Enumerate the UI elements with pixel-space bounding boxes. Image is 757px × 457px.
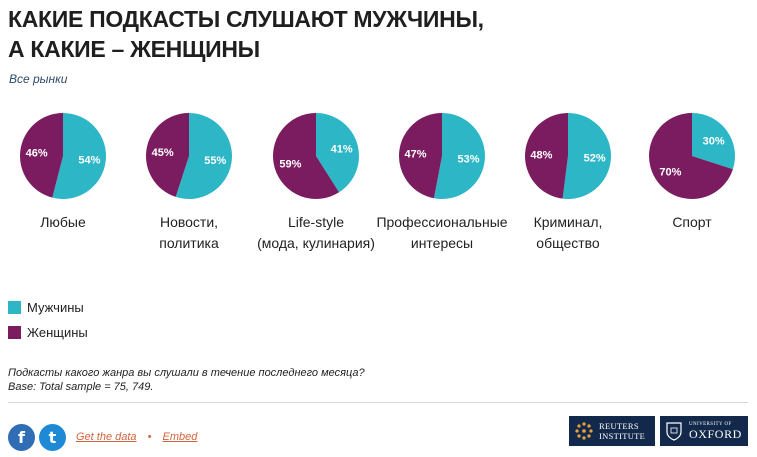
pie-category-label-line: Профессиональные xyxy=(376,214,508,230)
facebook-icon[interactable]: f xyxy=(8,424,35,451)
get-the-data-link[interactable]: Get the data xyxy=(76,431,137,443)
legend-item-women: Женщины xyxy=(8,320,88,345)
pie-value-label-women: 59% xyxy=(279,158,301,170)
pie-category-label: Life-style (мода, кулинария) xyxy=(246,212,386,254)
pie-value-label-women: 45% xyxy=(152,147,174,159)
reuters-institute-logo[interactable]: REUTERS INSTITUTE xyxy=(569,416,655,446)
pie-slice-men xyxy=(175,113,232,199)
oxford-logo-line1: UNIVERSITY OF xyxy=(689,422,732,427)
pie-category-label-line: интересы xyxy=(410,235,474,251)
pie-value-label-men: 41% xyxy=(331,144,353,156)
footer-divider xyxy=(8,402,748,403)
pie-slice-men xyxy=(316,113,360,193)
oxford-logo-line2: OXFORD xyxy=(689,427,742,441)
pie-slice-men xyxy=(52,113,107,199)
pie-category-label-line: Криминал, xyxy=(533,214,603,230)
social-buttons: f t xyxy=(8,424,66,451)
twitter-icon[interactable]: t xyxy=(39,424,66,451)
oxford-logo-text: UNIVERSITY OF OXFORD xyxy=(689,422,742,440)
chart-subtitle: Все рынки xyxy=(9,72,68,86)
pie-value-label-men: 54% xyxy=(78,154,100,166)
pie-value-label-men: 52% xyxy=(584,153,606,165)
pie-slice-women xyxy=(525,113,568,199)
pie-slice-women xyxy=(145,112,189,197)
pie-6: 30% 70% xyxy=(649,113,736,199)
pie-slice-women xyxy=(20,113,63,198)
legend-label-women: Женщины xyxy=(27,325,88,340)
pie-value-label-women: 70% xyxy=(659,167,681,179)
pie-3: 41% 59% xyxy=(273,113,360,199)
pie-slice-men xyxy=(692,113,736,170)
embed-link[interactable]: Embed xyxy=(162,431,198,443)
pie-slice-women xyxy=(649,113,733,199)
legend-swatch-men xyxy=(8,301,21,314)
title-line-1: КАКИЕ ПОДКАСТЫ СЛУШАЮТ МУЖЧИНЫ, xyxy=(8,6,484,32)
survey-question: Подкасты какого жанра вы слушали в течен… xyxy=(8,367,365,379)
pie-category-label-line: Новости, xyxy=(159,214,219,230)
pie-category-label-line: Любые xyxy=(40,214,86,230)
pie-category-label: Новости, политика xyxy=(119,212,259,254)
pie-slice-women xyxy=(273,113,340,199)
pie-1: 54% 46% xyxy=(20,113,107,199)
title-line-2: А КАКИЕ – ЖЕНЩИНЫ xyxy=(8,36,260,62)
footnote: Подкасты какого жанра вы слушали в течен… xyxy=(8,366,365,394)
pie-value-label-men: 53% xyxy=(457,154,479,166)
pie-value-label-men: 55% xyxy=(204,155,226,167)
pie-value-label-women: 46% xyxy=(26,148,48,160)
pie-category-label-line: (мода, кулинария) xyxy=(257,235,375,251)
pie-category-label-line: Life-style xyxy=(287,214,345,230)
pie-category-label-line: общество xyxy=(536,235,600,251)
pie-value-label-men: 30% xyxy=(703,135,725,147)
pie-5: 52% 48% xyxy=(525,113,612,199)
oxford-crest-icon xyxy=(666,422,682,441)
pie-category-label: Любые xyxy=(0,212,133,233)
pie-4: 53% 47% xyxy=(398,113,485,199)
legend-swatch-women xyxy=(8,326,21,339)
pie-value-label-women: 48% xyxy=(530,149,552,161)
link-separator: • xyxy=(147,431,152,443)
legend-item-men: Мужчины xyxy=(8,295,88,320)
footer-links: Get the data • Embed xyxy=(76,431,197,443)
pie-category-label: Спорт xyxy=(622,212,757,233)
chart-title: КАКИЕ ПОДКАСТЫ СЛУШАЮТ МУЖЧИНЫ, А КАКИЕ … xyxy=(8,4,748,64)
pie-2: 55% 45% xyxy=(145,112,232,199)
pie-charts-svg: 54% 46% 55% 45% 41% 59% 53% 47% 52% 48% 30% 70% xyxy=(20,112,736,199)
pie-slice-men xyxy=(433,113,485,199)
pie-category-label: Криминал, общество xyxy=(498,212,638,254)
oxford-logo[interactable]: UNIVERSITY OF OXFORD xyxy=(660,416,748,446)
reuters-logo-line1: REUTERS xyxy=(599,421,639,431)
legend: Мужчины Женщины xyxy=(8,295,88,345)
pie-category-label: Профессиональные интересы xyxy=(372,212,512,254)
reuters-logo-text: REUTERS INSTITUTE xyxy=(599,421,645,441)
pie-slice-women xyxy=(398,113,442,199)
reuters-logo-line2: INSTITUTE xyxy=(599,431,646,441)
pie-category-label-line: политика xyxy=(159,235,219,251)
pie-category-label-line: Спорт xyxy=(672,214,712,230)
pie-slice-men xyxy=(562,113,612,199)
base-note: Base: Total sample = 75, 749. xyxy=(8,381,154,393)
pie-charts-area: 54% 46% 55% 45% 41% 59% 53% 47% 52% 48% 30% 70% xyxy=(0,100,757,260)
reuters-dots-icon xyxy=(575,422,593,440)
legend-label-men: Мужчины xyxy=(27,300,84,315)
pie-value-label-women: 47% xyxy=(404,149,426,161)
